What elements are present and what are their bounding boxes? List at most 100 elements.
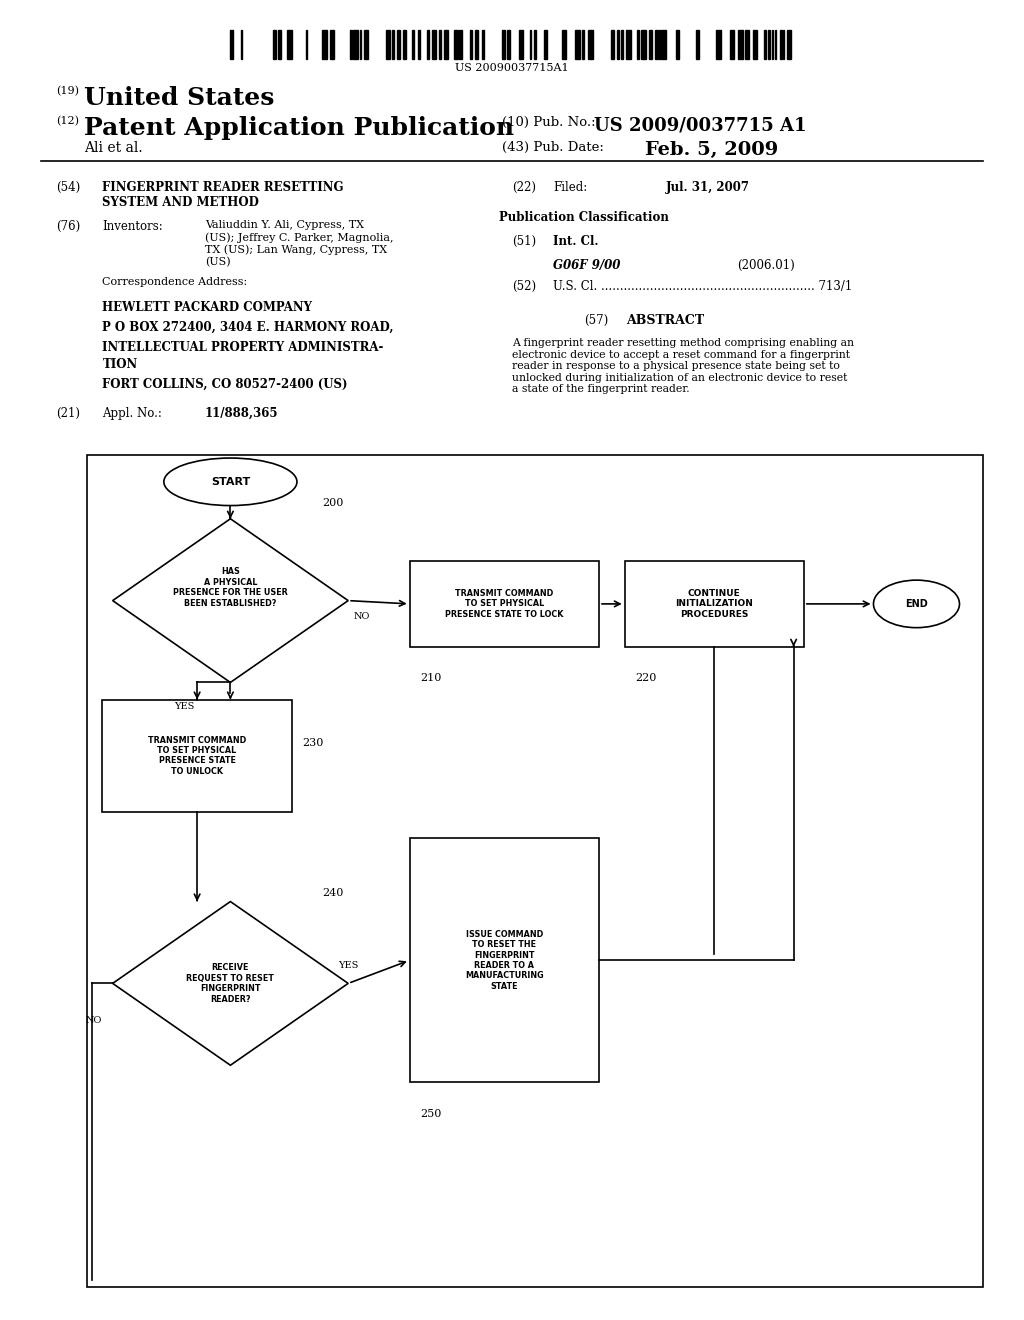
FancyBboxPatch shape (410, 838, 599, 1082)
Bar (460, 30, 463, 59)
Text: Ali et al.: Ali et al. (84, 141, 142, 156)
Text: (52): (52) (512, 280, 537, 293)
Text: TRANSMIT COMMAND
TO SET PHYSICAL
PRESENCE STATE TO LOCK: TRANSMIT COMMAND TO SET PHYSICAL PRESENC… (445, 589, 563, 619)
Bar (562, 30, 566, 59)
Text: A fingerprint reader resetting method comprising enabling an
electronic device t: A fingerprint reader resetting method co… (512, 338, 854, 395)
Bar (574, 30, 580, 59)
Bar (350, 30, 352, 59)
Text: Valiuddin Y. Ali, Cypress, TX
(US); Jeffrey C. Parker, Magnolia,
TX (US); Lan Wa: Valiuddin Y. Ali, Cypress, TX (US); Jeff… (205, 220, 393, 267)
Text: (57): (57) (584, 314, 608, 327)
Text: 250: 250 (420, 1109, 441, 1119)
Bar (287, 30, 292, 59)
Text: HAS
A PHYSICAL
PRESENCE FOR THE USER
BEEN ESTABLISHED?: HAS A PHYSICAL PRESENCE FOR THE USER BEE… (173, 568, 288, 607)
Text: 230: 230 (302, 738, 324, 747)
Text: 210: 210 (420, 673, 441, 684)
Text: 240: 240 (323, 887, 344, 898)
Bar (392, 30, 393, 59)
Text: Inventors:: Inventors: (102, 220, 163, 234)
Text: (19): (19) (56, 86, 79, 96)
Bar (412, 30, 414, 59)
Bar (386, 30, 390, 59)
Bar (658, 30, 659, 59)
Polygon shape (113, 902, 348, 1065)
Text: 200: 200 (323, 498, 344, 508)
Text: TRANSMIT COMMAND
TO SET PHYSICAL
PRESENCE STATE
TO UNLOCK: TRANSMIT COMMAND TO SET PHYSICAL PRESENC… (148, 735, 246, 776)
Bar (475, 30, 477, 59)
Text: United States: United States (84, 86, 274, 110)
Text: Appl. No.:: Appl. No.: (102, 407, 162, 420)
Text: (43) Pub. Date:: (43) Pub. Date: (502, 141, 603, 154)
Bar (242, 30, 243, 59)
Bar (427, 30, 429, 59)
Bar (470, 30, 472, 59)
Text: Publication Classification: Publication Classification (499, 211, 669, 224)
Bar (360, 30, 361, 59)
Bar (649, 30, 652, 59)
Bar (519, 30, 523, 59)
Bar (432, 30, 436, 59)
Bar (617, 30, 620, 59)
Text: 11/888,365: 11/888,365 (205, 407, 279, 420)
Bar (738, 30, 742, 59)
Ellipse shape (164, 458, 297, 506)
Text: Correspondence Address:: Correspondence Address: (102, 277, 248, 288)
Bar (610, 30, 614, 59)
Bar (745, 30, 750, 59)
Text: (2006.01): (2006.01) (737, 259, 795, 272)
FancyBboxPatch shape (625, 561, 804, 647)
Bar (783, 30, 784, 59)
Text: (54): (54) (56, 181, 81, 194)
Bar (753, 30, 757, 59)
Text: Int. Cl.: Int. Cl. (553, 235, 598, 248)
Bar (695, 30, 699, 59)
FancyBboxPatch shape (410, 561, 599, 647)
Bar (637, 30, 639, 59)
Bar (443, 30, 449, 59)
Bar (535, 30, 536, 59)
Bar (502, 30, 505, 59)
Text: FINGERPRINT READER RESETTING
SYSTEM AND METHOD: FINGERPRINT READER RESETTING SYSTEM AND … (102, 181, 344, 209)
Text: HEWLETT PACKARD COMPANY: HEWLETT PACKARD COMPANY (102, 301, 312, 314)
Text: YES: YES (174, 702, 195, 711)
Text: US 2009/0037715 A1: US 2009/0037715 A1 (594, 116, 807, 135)
Text: NO: NO (353, 612, 370, 620)
Bar (662, 30, 666, 59)
Bar (641, 30, 645, 59)
Bar (621, 30, 624, 59)
Text: (12): (12) (56, 116, 79, 127)
Text: Feb. 5, 2009: Feb. 5, 2009 (645, 141, 778, 160)
Bar (454, 30, 459, 59)
Bar (786, 30, 791, 59)
Bar (353, 30, 358, 59)
Bar (654, 30, 656, 59)
Text: (51): (51) (512, 235, 537, 248)
Bar (780, 30, 781, 59)
Text: YES: YES (338, 961, 358, 970)
Text: G06F 9/00: G06F 9/00 (553, 259, 621, 272)
Text: U.S. Cl. ......................................................... 713/1: U.S. Cl. ...............................… (553, 280, 852, 293)
Bar (588, 30, 593, 59)
Bar (775, 30, 776, 59)
Text: ISSUE COMMAND
TO RESET THE
FINGERPRINT
READER TO A
MANUFACTURING
STATE: ISSUE COMMAND TO RESET THE FINGERPRINT R… (465, 929, 544, 991)
Text: (21): (21) (56, 407, 80, 420)
Bar (323, 30, 327, 59)
Bar (764, 30, 766, 59)
Text: (10) Pub. No.:: (10) Pub. No.: (502, 116, 595, 129)
Text: TION: TION (102, 358, 137, 371)
Text: INTELLECTUAL PROPERTY ADMINISTRA-: INTELLECTUAL PROPERTY ADMINISTRA- (102, 341, 384, 354)
Bar (278, 30, 281, 59)
Text: CONTINUE
INITIALIZATION
PROCEDURES: CONTINUE INITIALIZATION PROCEDURES (675, 589, 754, 619)
Bar (418, 30, 420, 59)
Text: Jul. 31, 2007: Jul. 31, 2007 (666, 181, 750, 194)
Ellipse shape (873, 579, 959, 627)
Bar (582, 30, 584, 59)
Bar (627, 30, 631, 59)
Bar (768, 30, 770, 59)
Text: START: START (211, 477, 250, 487)
Bar (402, 30, 407, 59)
Text: FORT COLLINS, CO 80527-2400 (US): FORT COLLINS, CO 80527-2400 (US) (102, 378, 348, 391)
Text: Filed:: Filed: (553, 181, 587, 194)
Bar (730, 30, 734, 59)
Text: P O BOX 272400, 3404 E. HARMONY ROAD,: P O BOX 272400, 3404 E. HARMONY ROAD, (102, 321, 394, 334)
Text: END: END (905, 599, 928, 609)
